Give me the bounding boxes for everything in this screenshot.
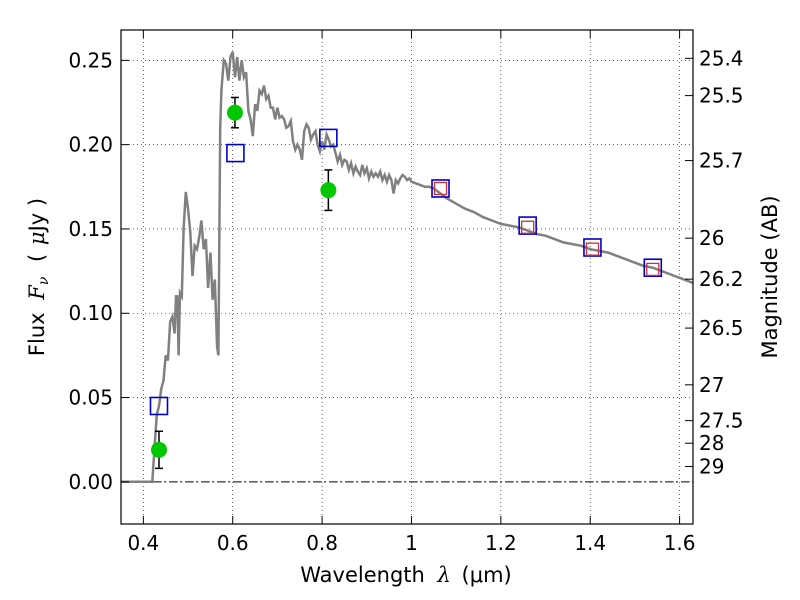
model-band-square — [149, 396, 169, 416]
model-band-inner-square — [433, 181, 448, 196]
x-tick-label: 0.6 — [217, 531, 249, 555]
y2-tick-label: 26.2 — [699, 267, 744, 291]
y2-axis-label: Magnitude (AB) — [758, 195, 782, 358]
observed-point — [226, 104, 243, 121]
y-tick-label: 0.00 — [68, 470, 113, 494]
observed-point — [320, 182, 337, 199]
y-tick-label: 0.25 — [68, 48, 113, 72]
y2-tick-label: 25.7 — [699, 149, 744, 173]
model-band-square — [518, 216, 537, 235]
model-band-square — [643, 258, 663, 278]
model-sed-line — [121, 51, 693, 484]
y2-tick-label: 26 — [699, 226, 724, 250]
model-band-square — [226, 143, 245, 163]
x-tick-label: 0.8 — [306, 531, 338, 555]
y2-tick-label: 29 — [699, 454, 724, 478]
model-band-inner-square — [521, 220, 535, 234]
model-band-square — [319, 128, 338, 148]
y-tick-label: 0.15 — [68, 217, 113, 241]
model-band-inner-square — [646, 262, 660, 277]
x-tick-label: 1.6 — [664, 531, 696, 555]
model-band-squares — [149, 128, 663, 416]
model-band-square — [583, 238, 602, 257]
y-axis-label: Flux Fν ( μJy ) — [25, 198, 53, 356]
y2-tick-label: 27 — [699, 373, 724, 397]
y2-tick-label: 28 — [699, 431, 724, 455]
model-band-square — [431, 179, 450, 198]
x-axis-label: Wavelength λ (μm) — [300, 563, 511, 587]
x-tick-label: 1.4 — [574, 531, 606, 555]
observed-points — [150, 104, 337, 458]
y-tick-label: 0.05 — [68, 386, 113, 410]
y2-tick-label: 25.5 — [699, 84, 744, 108]
observed-point — [150, 441, 167, 458]
y2-tick-label: 25.4 — [699, 46, 744, 70]
x-tick-label: 1 — [405, 531, 418, 555]
y-ticks: 0.00 0.05 0.10 0.15 0.20 0.25 — [68, 48, 129, 494]
y-tick-label: 0.10 — [68, 301, 113, 325]
y2-tick-label: 26.5 — [699, 316, 744, 340]
model-band-inner-square — [585, 242, 600, 256]
x-tick-label: 0.4 — [127, 531, 159, 555]
plot-frame — [120, 29, 694, 525]
y2-tick-label: 27.5 — [699, 409, 744, 433]
y-tick-label: 0.20 — [68, 133, 113, 157]
x-tick-label: 1.2 — [485, 531, 517, 555]
x-ticks: 0.4 0.6 0.8 1 1.2 1.4 1.6 — [127, 30, 696, 555]
model-band-inner-squares — [433, 181, 660, 277]
